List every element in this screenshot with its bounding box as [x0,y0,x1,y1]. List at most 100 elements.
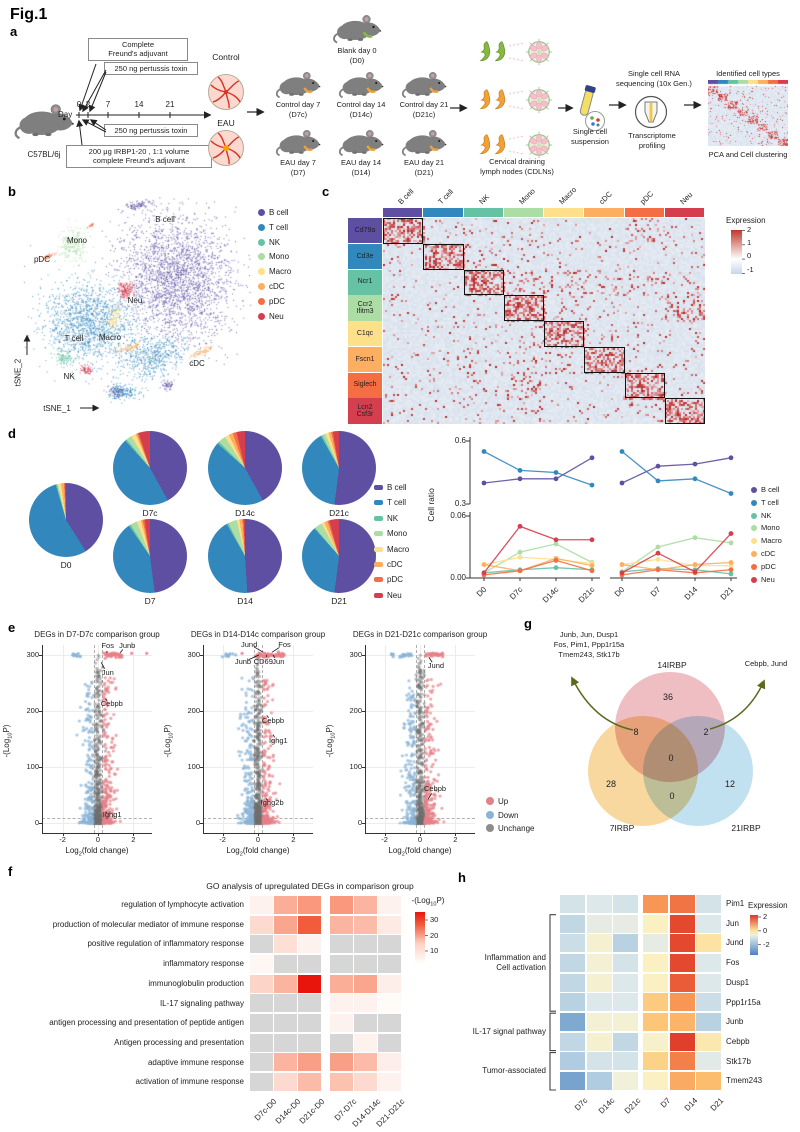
venn-count: 28 [605,779,616,789]
go-term-label: Antigen processing and presentation [114,1037,244,1047]
mouse-group-label: EAU day 7 [280,158,316,167]
diagonal-block-border [664,398,705,424]
go-cell [250,1033,273,1052]
expr-cell [613,953,638,972]
legend-swatch [258,268,265,276]
expr-cell [560,1032,585,1051]
go-cell [274,974,297,993]
volcano-gene-label: Cebpb [423,784,447,794]
expr-cell [670,953,695,972]
expr-cell [643,1032,668,1051]
tsne-legend-label: cDC [269,282,285,291]
gene-row-label-box: C1qc [348,321,382,347]
identified-label: Identified cell types [716,69,780,78]
mouse-strain-label: C57BL/6j [27,150,61,159]
go-cell [298,1073,321,1092]
volcano-gene-label: Ighg1 [268,736,288,746]
pie-legend-label: B cell [387,483,407,492]
panel-label-h: h [458,870,466,885]
volcano-y-tick: 300 [187,650,200,659]
panel-label-f: f [8,864,13,879]
pca-label: PCA and Cell clustering [708,150,788,159]
celltype-strip [624,208,664,217]
go-cell [298,954,321,973]
volcano-x-tick: -2 [219,835,226,844]
go-cell [250,1014,273,1033]
heatmap-col-label: Macro [557,185,579,207]
expr-gene-label: Pim1 [726,899,745,908]
go-cell [378,895,401,914]
cfa-box: Complete Freund's adjuvant [88,38,188,61]
expr-cell [587,894,612,913]
tsne-cluster-label: Neu [127,296,143,305]
go-cell [298,1014,321,1033]
pie-D14 [208,519,282,593]
expr-cell [560,934,585,953]
mouse-group-label: Control day 14 [336,100,386,109]
volcano-points [365,645,475,833]
expr-cell [587,1072,612,1091]
legend-swatch [374,485,383,490]
go-cell [274,915,297,934]
legend-swatch [751,512,757,519]
volcano-x-tick: 2 [453,835,458,844]
expr-cell [587,1032,612,1051]
tsne-cluster-label: pDC [33,255,50,264]
go-cell [274,994,297,1013]
volcano-y-label: -(Log10P) [324,724,337,758]
venn-set-label: 14IRBP [657,660,687,670]
go-cell [378,974,401,993]
volcano-x-tick: -2 [59,835,66,844]
go-cell [354,915,377,934]
go-cell [354,974,377,993]
expr-cell [613,993,638,1012]
legend-swatch [374,500,383,506]
figure-title: Fig.1 [10,6,48,23]
legend-swatch [751,563,757,570]
pie-D7c [113,431,187,505]
legend-swatch [751,499,757,506]
gene-row-label-box: Lcn2 Csf3r [348,398,382,424]
go-cell [298,994,321,1013]
celltype-strip [584,208,624,217]
line-legend-label: Macro [761,536,782,546]
tsne-cluster-label: Macro [98,333,122,342]
venn-count: 2 [703,727,709,737]
pertussis-bottom-box: 250 ng pertussis toxin [104,124,198,138]
line-legend-label: Mono [761,523,780,533]
expr-cell [696,973,721,992]
pie-D21c [302,431,376,505]
legend-swatch [258,297,265,305]
expr-gene-label: Cebpb [726,1036,750,1046]
volcano-y-tick: 200 [26,706,39,715]
go-cell [330,994,353,1013]
line-legend-label: NK [761,510,772,520]
legend-swatch [486,824,494,832]
panel-label-b: b [8,184,16,199]
legend-swatch [374,577,383,583]
expr-cell [560,953,585,972]
tsne-cluster-label: B cell [155,215,175,224]
volcano-legend-label: Unchange [498,824,535,833]
control-eye-label: Control [212,52,240,62]
pie-label: D21 [331,596,347,606]
go-legend-title: -(Log10P) [411,896,445,908]
expr-cell [670,914,695,933]
go-cell [274,1053,297,1072]
control-eye-icon [208,74,244,110]
volcano-gene-label: Ighg1 [102,810,122,820]
mouse-group-sublabel: (D0) [349,56,365,65]
legend-swatch [258,238,265,246]
go-cell [298,895,321,914]
legend-swatch [751,487,757,493]
legend-swatch [258,253,265,261]
diagonal-block-border [544,321,585,347]
suspension-label: suspension [571,137,609,146]
go-cell [250,994,273,1013]
go-title: GO analysis of upregulated DEGs in compa… [206,881,414,891]
volcano-y-tick: 200 [349,706,362,715]
pie-legend-label: Macro [387,544,410,554]
pie-label: D7 [144,596,156,606]
volcano-legend-label: Up [498,797,509,806]
go-cell [330,1033,353,1052]
